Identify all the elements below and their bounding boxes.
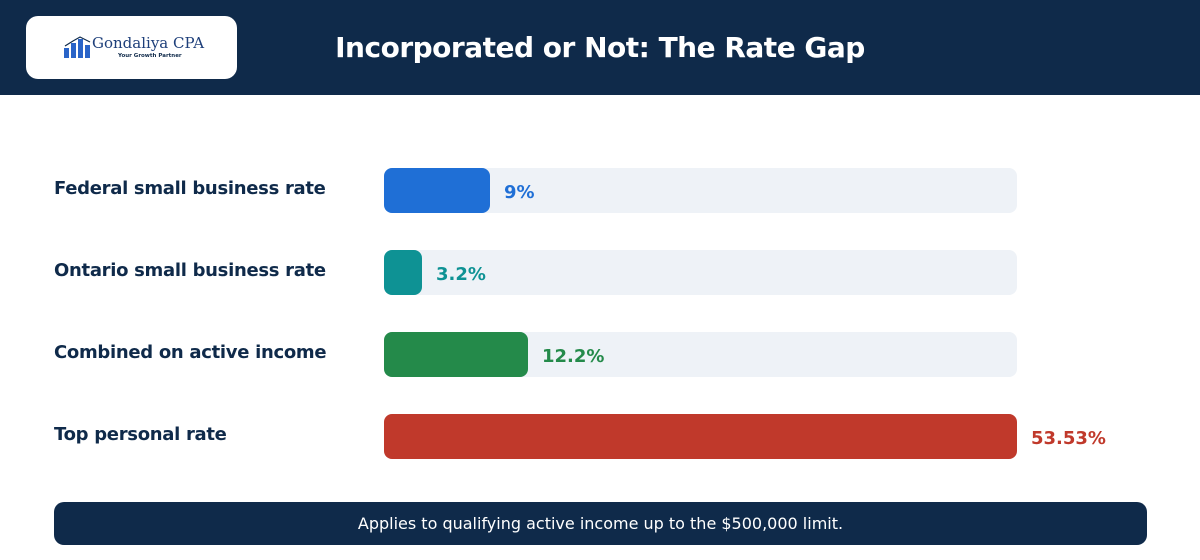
- bar: [384, 168, 490, 213]
- bar: [384, 332, 528, 377]
- logo-tagline: Your Growth Partner: [118, 53, 182, 59]
- header-bar: Gondaliya CPA Your Growth Partner Incorp…: [0, 0, 1200, 95]
- category-label: Combined on active income: [54, 342, 327, 363]
- category-label: Federal small business rate: [54, 178, 326, 199]
- bar-track: 53.53%: [384, 414, 1106, 459]
- logo: Gondaliya CPA Your Growth Partner: [26, 16, 237, 79]
- footnote-banner: Applies to qualifying active income up t…: [54, 502, 1147, 545]
- page-title: Incorporated or Not: The Rate Gap: [335, 31, 865, 64]
- bar: [384, 250, 422, 295]
- value-label: 53.53%: [1031, 428, 1106, 449]
- bar: [384, 414, 1017, 459]
- logo-name: Gondaliya CPA: [92, 34, 205, 52]
- bar-track: 12.2%: [384, 332, 1017, 377]
- value-label: 9%: [504, 182, 535, 203]
- category-label: Top personal rate: [54, 424, 227, 445]
- value-label: 12.2%: [542, 346, 605, 367]
- bar-chart-logo-icon: [64, 36, 91, 58]
- bar-track: 9%: [384, 168, 1017, 213]
- category-label: Ontario small business rate: [54, 260, 326, 281]
- value-label: 3.2%: [436, 264, 486, 285]
- bar-track: 3.2%: [384, 250, 1017, 295]
